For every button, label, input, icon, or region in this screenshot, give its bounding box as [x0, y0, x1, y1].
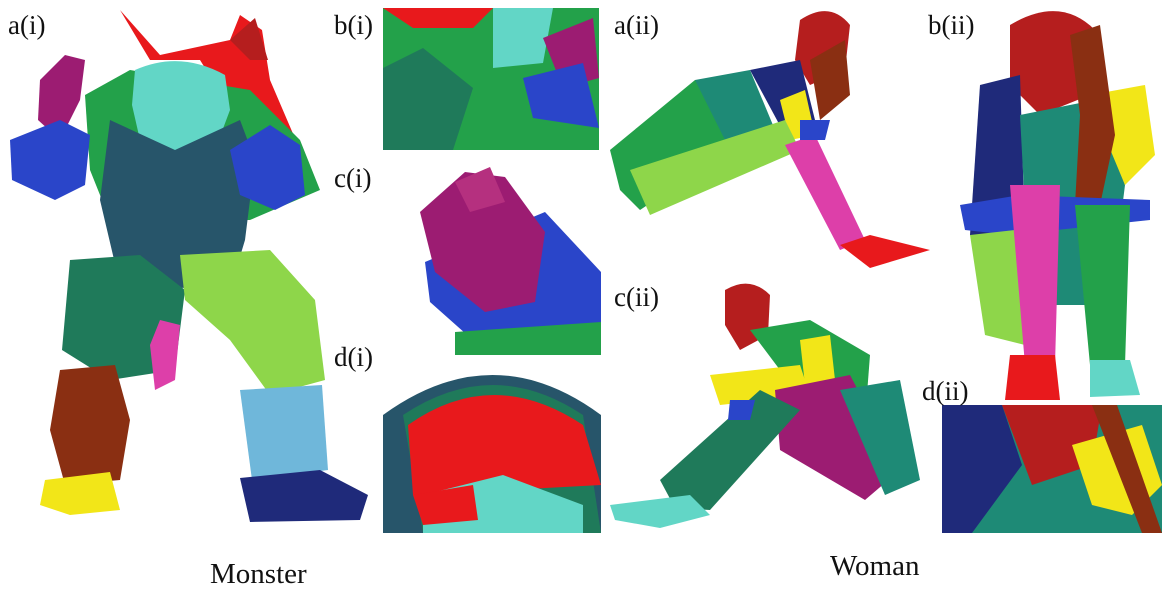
label-c-i: c(i) [334, 163, 372, 193]
panel-c-i-detail [395, 152, 601, 357]
panel-b-ii-detail [950, 5, 1162, 405]
monster-render [10, 10, 368, 522]
woman-thigh-right [630, 120, 800, 215]
panel-a-i-monster [0, 0, 375, 530]
panel-d-ii-detail [942, 405, 1162, 533]
woman-render-b [960, 11, 1155, 400]
woman-render-a [610, 11, 930, 268]
monster-left-hand [38, 55, 85, 140]
label-b-i: b(i) [334, 10, 373, 40]
monster-detail-c [395, 152, 601, 357]
woman-forearm [810, 40, 850, 120]
woman-arm-blue [800, 120, 830, 140]
panel-b-i-detail [383, 8, 599, 150]
monster-chest [100, 120, 255, 290]
woman-render-c [610, 283, 920, 528]
woman-shin [785, 135, 865, 250]
monster-left-shin [50, 365, 130, 485]
monster-left-forearm [10, 120, 90, 200]
monster-right-hand [230, 125, 305, 210]
caption-monster: Monster [210, 558, 307, 590]
monster-tail [150, 320, 180, 390]
label-a-i: a(i) [8, 10, 46, 40]
monster-detail-b [383, 8, 599, 150]
panel-d-i-detail [383, 355, 601, 533]
monster-detail-d [383, 355, 601, 533]
label-a-ii: a(ii) [614, 10, 659, 40]
monster-right-thigh [180, 250, 325, 395]
label-d-ii: d(ii) [922, 376, 969, 406]
monster-left-foot [40, 472, 120, 515]
monster-right-shin [240, 385, 328, 480]
woman-detail-d [942, 405, 1162, 533]
woman-foot [840, 235, 930, 268]
label-c-ii: c(ii) [614, 282, 659, 312]
caption-woman: Woman [830, 550, 920, 582]
monster-right-foot [240, 470, 368, 522]
panel-a-ii-woman [600, 0, 940, 280]
panel-c-ii-woman [600, 280, 940, 530]
label-d-i: d(i) [334, 342, 373, 372]
label-b-ii: b(ii) [928, 10, 975, 40]
